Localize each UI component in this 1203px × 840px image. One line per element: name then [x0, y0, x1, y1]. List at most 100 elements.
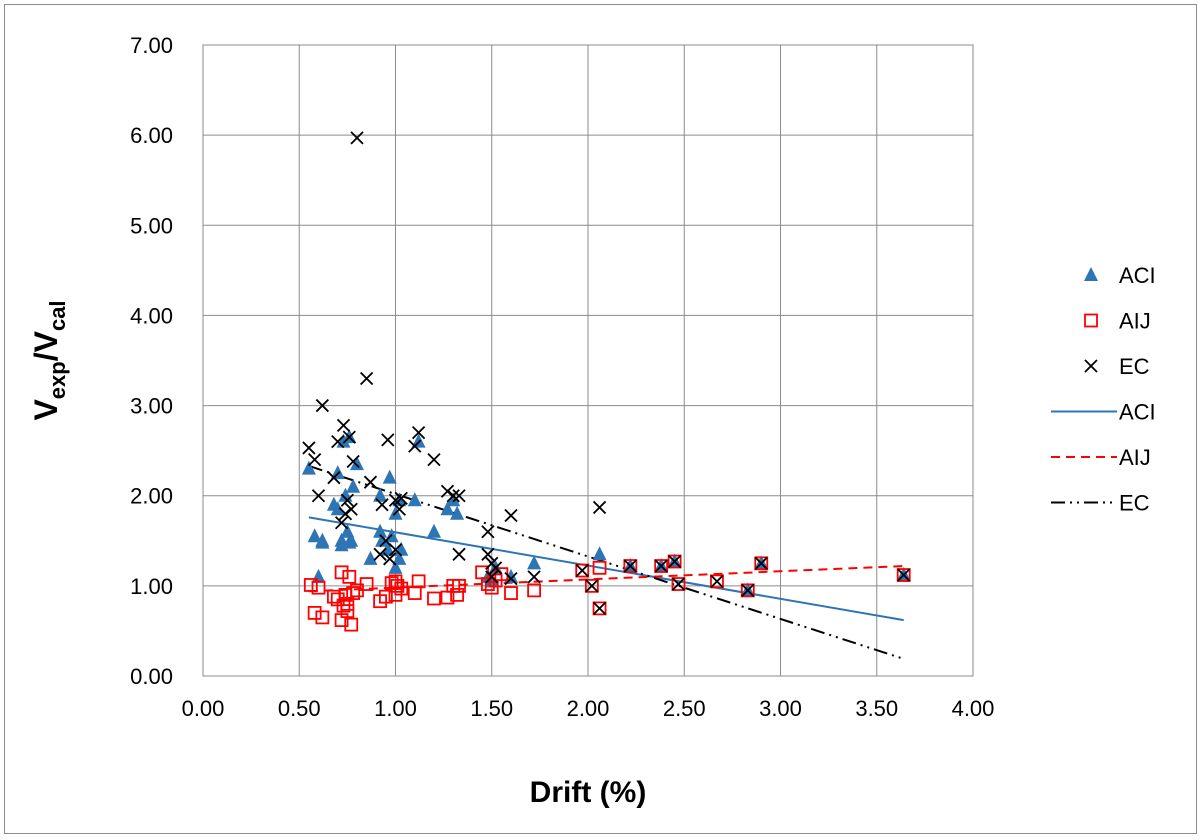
tick-labels: 0.00 0.50 1.00 1.50 2.00 2.50 3.00 3.50 4.00 0.00…	[130, 33, 994, 721]
data-point-ec	[344, 502, 358, 516]
data-point-aij	[484, 580, 499, 595]
data-point-ec	[504, 508, 518, 523]
data-point-ec	[411, 425, 426, 440]
data-point-aij	[592, 601, 607, 616]
data-point-ec	[350, 131, 364, 145]
data-point-ec	[485, 570, 499, 584]
y-axis-title-main2: V	[28, 330, 64, 352]
data-point-aci	[407, 492, 422, 507]
data-point-ec	[446, 489, 460, 503]
x-tick-label: 2.50	[663, 696, 706, 721]
data-point-aci	[301, 460, 316, 475]
data-point-aci	[330, 501, 345, 516]
data-point-ec	[373, 547, 387, 561]
data-point-aij	[311, 580, 326, 595]
data-point-ec	[623, 559, 637, 573]
data-point-ec	[308, 453, 322, 467]
data-point-ec	[342, 430, 356, 444]
data-point-ec	[575, 563, 589, 578]
data-point-aij	[334, 565, 349, 580]
data-point-ec	[592, 500, 607, 515]
x-tick-label: 2.00	[567, 696, 610, 721]
data-point-aij	[342, 569, 357, 584]
data-point-ec	[592, 601, 607, 616]
data-point-ec	[585, 579, 599, 593]
legend-label: AIJ	[1119, 445, 1151, 470]
data-point-aij	[584, 578, 599, 593]
data-point-aci	[344, 532, 359, 547]
data-point-ec	[311, 489, 326, 503]
data-point-ec	[504, 572, 518, 586]
data-point-aci	[592, 546, 607, 561]
data-point-ec	[488, 561, 503, 575]
data-point-ec	[481, 525, 495, 539]
legend-item-aci-marker: ACI	[1084, 263, 1156, 288]
data-point-ec	[315, 398, 329, 413]
data-point-aij	[303, 578, 318, 592]
data-point-aci	[388, 559, 403, 574]
x-tick-label: 1.50	[470, 696, 513, 721]
y-axis-title-sub1: exp	[45, 361, 70, 399]
data-point-ec	[375, 498, 389, 512]
data-point-aci	[427, 523, 441, 538]
data-point-aci	[392, 550, 407, 565]
data-point-ec	[527, 570, 541, 584]
data-point-aci	[350, 456, 364, 471]
y-axis-title: Vexp/Vcal	[28, 300, 70, 420]
data-point-ec	[452, 547, 466, 561]
data-point-ec	[710, 574, 724, 588]
x-tick-label: 3.50	[855, 696, 898, 721]
data-point-ec	[327, 471, 341, 485]
data-point-aij	[592, 560, 607, 575]
data-point-ec	[363, 475, 378, 489]
x-tick-label: 1.00	[374, 696, 417, 721]
data-point-ec	[408, 439, 422, 453]
data-point-aij	[394, 581, 409, 596]
data-point-ec	[340, 493, 355, 507]
legend-item-aij-marker: AIJ	[1084, 309, 1151, 334]
data-point-aij	[378, 589, 393, 604]
data-point-ec	[741, 583, 755, 598]
data-point-aij	[407, 586, 422, 600]
legend-item-aci-line: ACI	[1051, 400, 1156, 425]
data-point-aij	[315, 610, 330, 625]
y-tick-label: 1.00	[130, 574, 173, 599]
y-axis-title-sub2: cal	[45, 300, 70, 331]
data-point-aij	[450, 587, 465, 602]
y-tick-label: 5.00	[130, 213, 173, 238]
data-point-aij	[623, 559, 638, 573]
x-axis-title: Drift (%)	[530, 776, 647, 809]
x-tick-label: 0.50	[278, 696, 321, 721]
legend-label: EC	[1119, 491, 1150, 516]
data-point-aij	[452, 578, 466, 593]
y-tick-label: 6.00	[130, 123, 173, 148]
data-point-ec	[754, 556, 768, 570]
data-point-aij	[340, 604, 355, 618]
data-point-aci	[307, 528, 322, 543]
y-axis-title-sep: /	[28, 352, 64, 361]
data-point-aij	[527, 583, 541, 598]
data-point-ec	[346, 454, 360, 469]
data-point-ec	[334, 516, 349, 530]
data-marks	[301, 131, 911, 632]
data-point-aij	[480, 577, 495, 591]
data-point-aci	[315, 534, 330, 549]
series-ec	[302, 131, 911, 616]
series-aij	[303, 554, 911, 632]
y-tick-label: 0.00	[130, 664, 173, 689]
data-point-ec	[388, 543, 403, 557]
legend: ACI AIJ EC ACI AIJ EC	[1051, 263, 1156, 516]
plot-area-border	[202, 44, 974, 677]
data-point-ec	[302, 441, 316, 455]
legend-item-aij-line: AIJ	[1051, 445, 1151, 470]
data-point-ec	[331, 434, 345, 449]
y-tick-label: 2.00	[130, 484, 173, 509]
data-point-aij	[896, 568, 911, 582]
data-point-aci	[446, 492, 461, 507]
x-tick-label: 4.00	[952, 696, 995, 721]
data-point-aij	[740, 583, 755, 598]
legend-label: ACI	[1119, 400, 1156, 425]
data-point-aci	[440, 501, 455, 516]
data-point-aci	[375, 532, 390, 547]
data-point-aci	[346, 478, 361, 493]
